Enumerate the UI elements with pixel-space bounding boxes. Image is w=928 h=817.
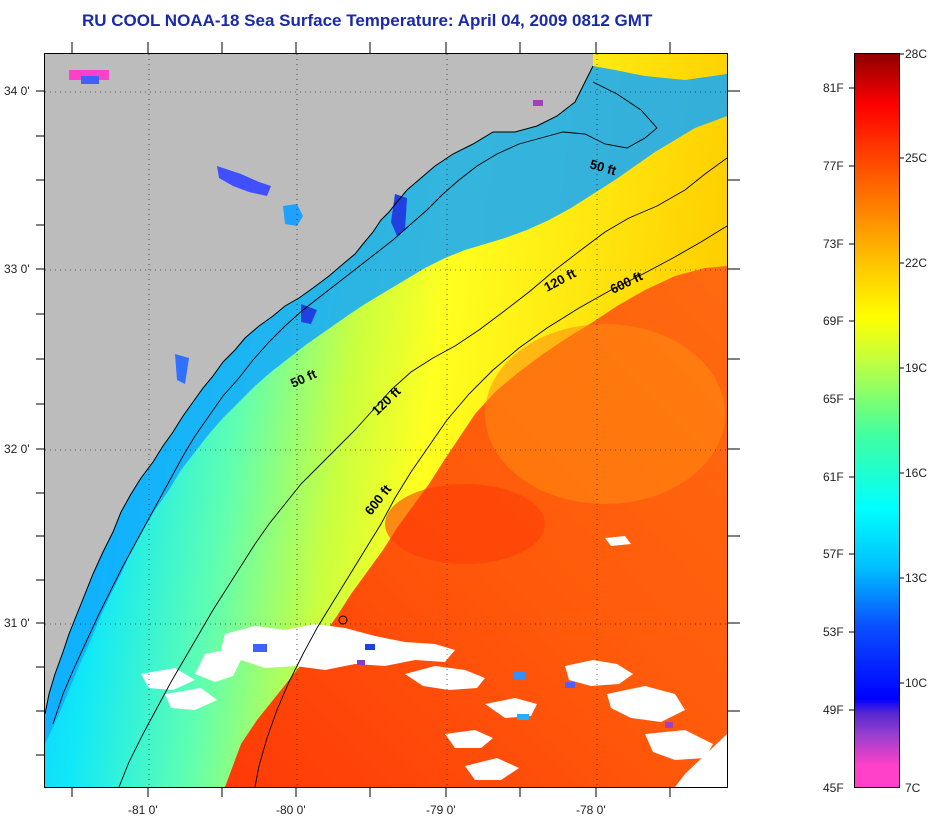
colorbar-f-label: 53F — [823, 625, 844, 639]
colorbar-f-label: 61F — [823, 470, 844, 484]
colorbar-f-label: 49F — [823, 703, 844, 717]
colorbar-c-label: 10C — [905, 676, 928, 690]
buoy-marker — [338, 615, 348, 625]
colorbar-f-label: 57F — [823, 547, 844, 561]
cloud-edge-artifacts — [69, 70, 673, 728]
map-title: RU COOL NOAA-18 Sea Surface Temperature:… — [82, 11, 653, 30]
colorbar-c-label: 25C — [905, 151, 928, 165]
lat-label-34: 34 0' — [4, 84, 30, 98]
lon-label-81: -81 0' — [128, 803, 158, 817]
lon-label-79: -79 0' — [426, 803, 456, 817]
isobath-50ft — [52, 81, 658, 725]
land-mass — [45, 54, 593, 714]
isobath-600ft — [254, 225, 727, 787]
colorbar-f-label: 81F — [823, 81, 844, 95]
warm-core — [385, 484, 545, 564]
coastline — [45, 65, 594, 715]
lat-label-33: 33 0' — [4, 262, 30, 276]
contour-label-50ft-north: 50 ft — [588, 156, 618, 178]
lat-label-32: 32 0' — [4, 442, 30, 456]
lon-label-80: -80 0' — [276, 803, 306, 817]
colorbar-c-label: 16C — [905, 466, 928, 480]
graticule — [45, 54, 727, 787]
warm-eddy — [485, 324, 725, 504]
colorbar-f-label: 73F — [823, 237, 844, 251]
isobath-120ft — [118, 157, 727, 787]
coastal-cold-band — [45, 66, 727, 744]
colorbar-f-label: 65F — [823, 392, 844, 406]
colorbar-c-label: 19C — [905, 361, 928, 375]
colorbar-f-label: 45F — [823, 781, 844, 795]
colorbar-c-label: 13C — [905, 571, 928, 585]
cloud-cover — [141, 536, 727, 787]
lon-label-78: -78 0' — [576, 803, 606, 817]
temperature-colorbar — [854, 53, 900, 788]
colorbar-f-label: 77F — [823, 159, 844, 173]
map-panel: 50 ft 50 ft 120 ft 120 ft 600 ft 600 ft — [44, 53, 728, 788]
colorbar-c-label: 7C — [905, 781, 921, 795]
sst-image: 50 ft 50 ft 120 ft 120 ft 600 ft 600 ft — [45, 54, 727, 787]
colorbar-f-label: 69F — [823, 314, 844, 328]
lat-label-31: 31 0' — [4, 616, 30, 630]
colorbar-c-label: 22C — [905, 256, 928, 270]
colorbar-c-label: 28C — [905, 47, 928, 61]
